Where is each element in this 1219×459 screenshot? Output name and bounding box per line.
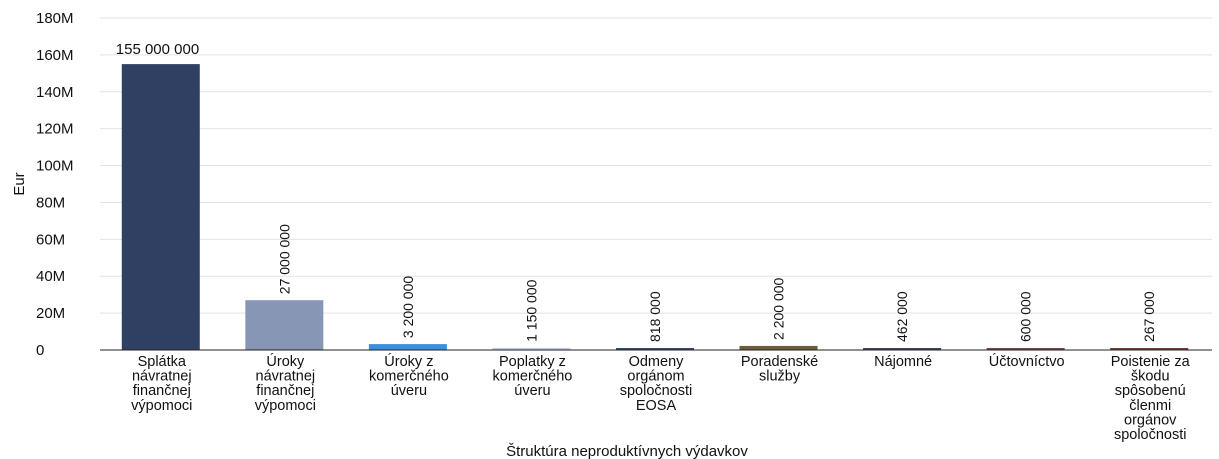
bar xyxy=(739,345,818,350)
bar xyxy=(1110,348,1189,350)
gridlines xyxy=(100,17,1212,314)
x-tick-label: Splátka návratnej finančnej výpomoci xyxy=(131,354,192,414)
data-label: 600 000 xyxy=(1018,291,1034,342)
y-tick-label: 0 xyxy=(36,342,44,359)
bars xyxy=(121,64,1189,350)
bar xyxy=(863,348,942,350)
y-tick-label: 60M xyxy=(36,231,65,248)
data-labels: 155 000 000 27 000 000 3 200 000 1 150 000 8… xyxy=(116,41,1157,342)
y-tick-label: 80M xyxy=(36,194,65,211)
y-tick-label: 40M xyxy=(36,268,65,285)
bar xyxy=(492,347,571,350)
data-label: 2 200 000 xyxy=(771,277,787,339)
y-tick-label: 20M xyxy=(36,305,65,322)
data-label: 267 000 xyxy=(1141,291,1157,342)
bar xyxy=(368,344,447,350)
data-label: 155 000 000 xyxy=(116,41,199,58)
x-tick-label: Úroky z komerčného úveru xyxy=(369,353,449,399)
y-tick-label: 100M xyxy=(36,158,74,175)
bar xyxy=(986,348,1065,350)
y-tick-label: 140M xyxy=(36,84,74,101)
x-tick-label: Nájomné xyxy=(874,354,932,370)
x-tick-label: Účtovníctvo xyxy=(989,353,1065,370)
data-label: 27 000 000 xyxy=(276,224,292,294)
x-tick-label: Poplatky z komerčného úveru xyxy=(493,354,573,399)
data-label: 462 000 xyxy=(894,291,910,342)
bar xyxy=(121,64,200,350)
bar xyxy=(245,300,324,350)
x-axis-categories: Splátka návratnej finančnej výpomoci Úroky ná… xyxy=(131,353,1190,443)
y-axis-title: Eur xyxy=(11,172,28,195)
x-tick-label: Poradenské služby xyxy=(741,354,818,385)
x-tick-label: Úroky návratnej finančnej výpomoci xyxy=(255,353,316,414)
y-tick-label: 120M xyxy=(36,121,74,138)
bar xyxy=(616,348,694,350)
data-label: 3 200 000 xyxy=(400,276,416,338)
x-tick-label: Poistenie za škodu spôsobenú členmi orgánov s… xyxy=(1111,354,1191,443)
y-tick-label: 180M xyxy=(36,10,74,27)
data-label: 1 150 000 xyxy=(523,279,539,341)
x-tick-label: Odmeny orgánom spoločnosti EOSA xyxy=(620,354,693,414)
y-axis-ticks: 0 20M 40M 60M 80M 100M 120M 140M 160M 180M xyxy=(36,10,74,359)
data-label: 818 000 xyxy=(647,291,663,342)
y-tick-label: 160M xyxy=(36,47,74,64)
x-axis-title: Štruktúra neproduktívnych výdavkov xyxy=(506,443,748,459)
